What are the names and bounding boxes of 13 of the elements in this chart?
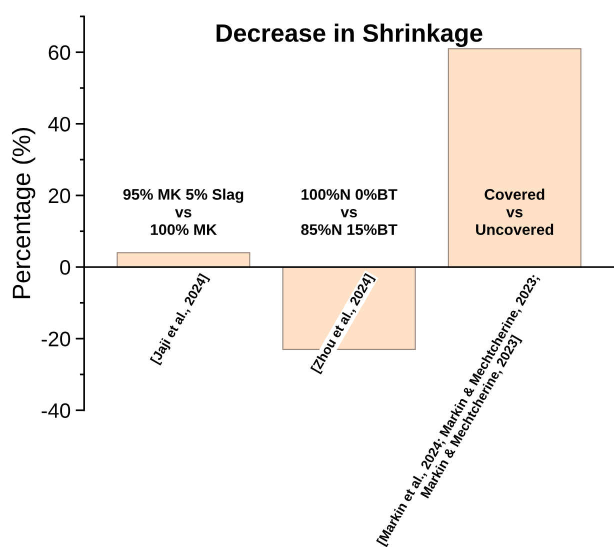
y-tick-label: 40 (48, 116, 70, 132)
y-tick-label: 60 (48, 45, 70, 60)
y-tick-label: 0 (60, 260, 70, 275)
y-tick-label: -20 (42, 332, 70, 346)
y-tick-label: -40 (42, 403, 70, 418)
annotation: Covered vs Uncovered (476, 188, 554, 235)
annotation: 95% MK 5% Slag vs 100% MK (123, 188, 244, 236)
annotation: 100%N 0%BT vs 85%N 15%BT (301, 189, 398, 235)
y-axis-title: Percentage (%) (12, 128, 36, 298)
bar (116, 252, 250, 268)
bar (448, 48, 582, 268)
chart-title: Decrease in Shrinkage (216, 24, 482, 47)
y-tick-label: 20 (48, 188, 70, 204)
